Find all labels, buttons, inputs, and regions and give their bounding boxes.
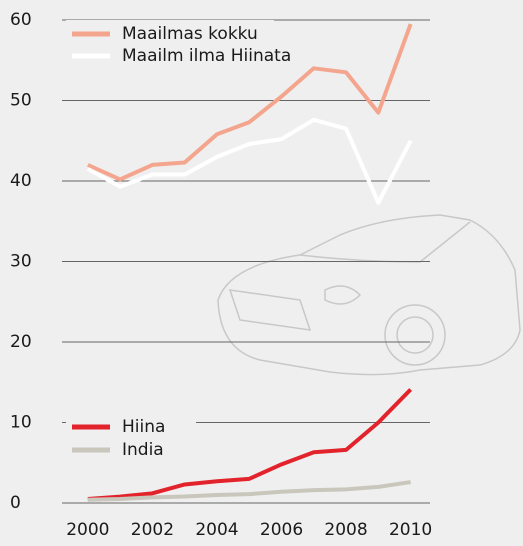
y-tick-label: 40 — [10, 171, 32, 191]
x-tick-label: 2004 — [195, 520, 238, 540]
legend-label: India — [122, 440, 164, 460]
legend-label: Hiina — [122, 417, 165, 437]
y-tick-label: 0 — [10, 493, 21, 513]
x-tick-label: 2000 — [66, 520, 109, 540]
series-line — [87, 23, 413, 182]
series-line — [87, 388, 413, 501]
series-line — [86, 117, 413, 205]
legend-label: Maailmas kokku — [122, 24, 258, 44]
x-tick-label: 2008 — [324, 520, 367, 540]
y-tick-label: 10 — [10, 413, 32, 433]
y-tick-label: 20 — [10, 332, 32, 352]
y-tick-label: 30 — [10, 252, 32, 272]
series-line — [87, 480, 411, 502]
y-tick-label: 60 — [10, 10, 32, 30]
legend-label: Maailm ilma Hiinata — [122, 46, 291, 66]
x-tick-label: 2002 — [131, 520, 174, 540]
x-tick-label: 2006 — [260, 520, 303, 540]
legend-background — [66, 413, 196, 463]
legend-background — [66, 20, 274, 70]
car-illustration — [217, 214, 521, 376]
x-tick-label: 2010 — [389, 520, 432, 540]
y-tick-label: 50 — [10, 91, 32, 111]
